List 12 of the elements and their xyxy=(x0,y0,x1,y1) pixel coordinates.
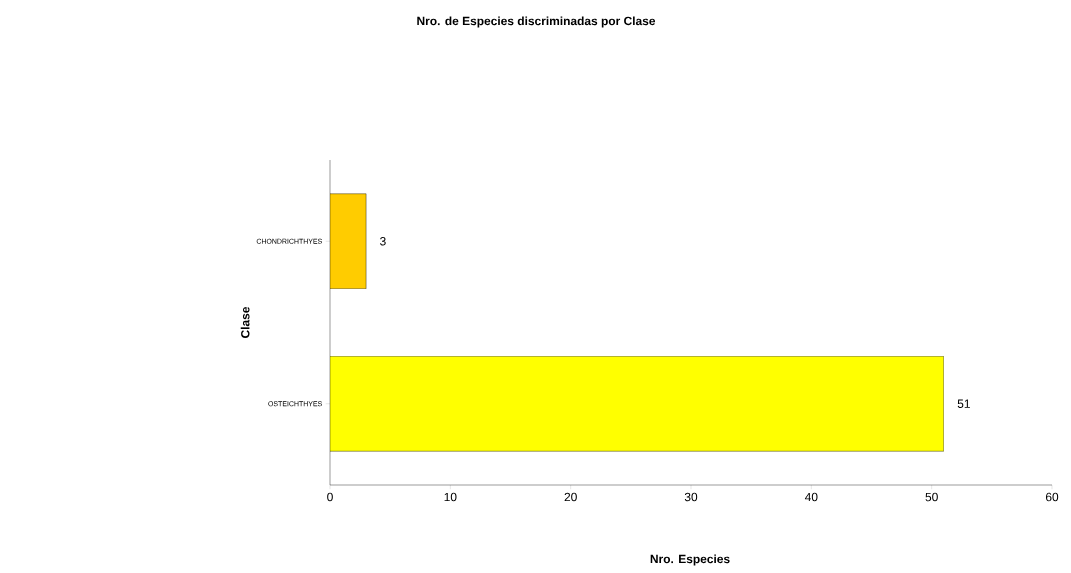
x-tick-label: 30 xyxy=(684,492,698,502)
chart-title: Nro. de Especies discriminadas por Clase xyxy=(417,16,656,28)
y-axis-title: Clase xyxy=(240,306,250,338)
x-tick-label: 50 xyxy=(925,492,938,502)
x-tick-label: 40 xyxy=(804,492,818,502)
x-tick-label: 10 xyxy=(444,492,457,502)
data-label: 51 xyxy=(957,399,970,408)
x-tick-label: 60 xyxy=(1045,492,1059,502)
x-axis-title: Nro. Especies xyxy=(650,554,730,566)
data-label: 3 xyxy=(380,237,386,246)
x-tick-label: 0 xyxy=(327,492,333,502)
x-tick-label: 20 xyxy=(564,492,577,502)
